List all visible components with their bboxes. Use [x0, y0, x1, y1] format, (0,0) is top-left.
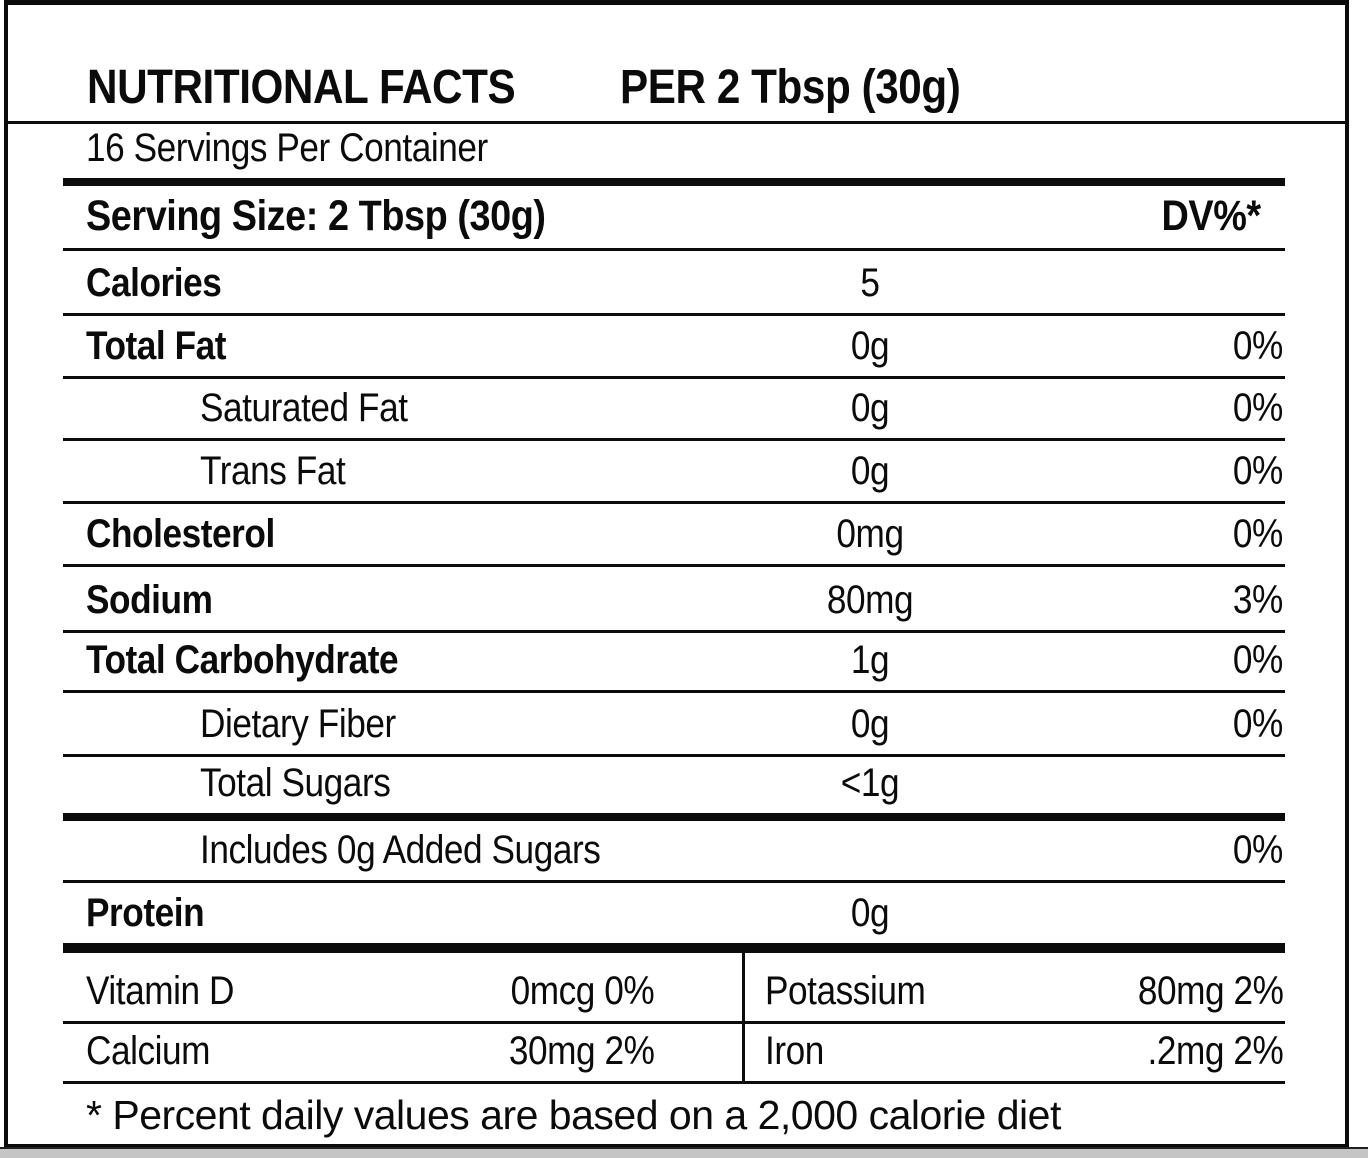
- nutrient-name: Total Carbohydrate: [86, 638, 399, 682]
- cell-iron: Iron .2mg 2%: [745, 1024, 1285, 1081]
- nutrient-amount: 5: [859, 261, 880, 305]
- micronutrient-amount: .2mg 2%: [1147, 1029, 1283, 1073]
- row-added-sugars: Includes 0g Added Sugars 0%: [63, 821, 1285, 883]
- nutrient-name: Cholesterol: [86, 512, 275, 556]
- row-calories: Calories 5: [63, 251, 1285, 316]
- micronutrient-name: Potassium: [765, 969, 926, 1013]
- nutrient-name: Total Fat: [86, 324, 227, 368]
- dv-footnote: * Percent daily values are based on a 2,…: [63, 1084, 1285, 1144]
- label-title: NUTRITIONAL FACTS: [87, 61, 516, 114]
- row-cholesterol: Cholesterol 0mg 0%: [63, 504, 1285, 567]
- row-total-fat: Total Fat 0g 0%: [63, 316, 1285, 379]
- nutrient-amount: 80mg: [826, 578, 913, 622]
- nutrient-dv: 3%: [1233, 578, 1283, 622]
- nutrient-name: Saturated Fat: [200, 386, 408, 430]
- nutrient-name: Includes 0g Added Sugars: [200, 828, 601, 872]
- nutrient-amount: 0mg: [835, 512, 904, 556]
- serving-basis: PER 2 Tbsp (30g): [619, 61, 961, 114]
- nutrient-amount: 0g: [850, 449, 889, 493]
- row-trans-fat: Trans Fat 0g 0%: [63, 441, 1285, 504]
- nutrient-name: Sodium: [86, 578, 213, 622]
- row-saturated-fat: Saturated Fat 0g 0%: [63, 379, 1285, 441]
- nutrient-dv: 0%: [1233, 324, 1283, 368]
- label-frame: NUTRITIONAL FACTS PER 2 Tbsp (30g) 16 Se…: [4, 0, 1349, 1148]
- servings-per-container-text: 16 Servings Per Container: [86, 126, 488, 170]
- dv-footnote-text: * Percent daily values are based on a 2,…: [86, 1092, 1061, 1138]
- micronutrient-amount: 80mg 2%: [1137, 969, 1283, 1013]
- nutrient-name: Trans Fat: [200, 449, 346, 493]
- micronutrient-row: Vitamin D 0mcg 0% Potassium 80mg 2%: [63, 953, 1285, 1024]
- row-total-carbohydrate: Total Carbohydrate 1g 0%: [63, 633, 1285, 693]
- row-total-sugars: Total Sugars <1g: [63, 757, 1285, 821]
- row-serving-size: Serving Size: 2 Tbsp (30g) DV%*: [63, 186, 1285, 251]
- nutrient-name: Calories: [86, 261, 222, 305]
- nutrient-amount: 0g: [850, 702, 889, 746]
- nutrient-amount: 1g: [850, 638, 889, 682]
- scan-edge-strip: [0, 1147, 1368, 1158]
- nutrient-dv: 0%: [1233, 828, 1283, 872]
- nutrient-dv: 0%: [1233, 386, 1283, 430]
- micronutrient-amount: 30mg 2%: [508, 1029, 654, 1073]
- nutrient-dv: 0%: [1233, 638, 1283, 682]
- nutrient-amount: <1g: [840, 761, 899, 805]
- nutrient-dv: 0%: [1233, 449, 1283, 493]
- row-sodium: Sodium 80mg 3%: [63, 567, 1285, 633]
- cell-vitamin-d: Vitamin D 0mcg 0%: [63, 953, 745, 1021]
- label-header: NUTRITIONAL FACTS PER 2 Tbsp (30g): [8, 5, 1345, 124]
- cell-potassium: Potassium 80mg 2%: [745, 953, 1285, 1021]
- nutrient-name: Dietary Fiber: [200, 702, 396, 746]
- row-protein: Protein 0g: [63, 883, 1285, 953]
- row-dietary-fiber: Dietary Fiber 0g 0%: [63, 693, 1285, 757]
- cell-calcium: Calcium 30mg 2%: [63, 1024, 745, 1081]
- nutrient-name: Total Sugars: [200, 761, 391, 805]
- micronutrient-name: Calcium: [86, 1029, 211, 1073]
- micronutrient-row: Calcium 30mg 2% Iron .2mg 2%: [63, 1024, 1285, 1084]
- nutrient-amount: 0g: [850, 324, 889, 368]
- row-servings-per-container: 16 Servings Per Container: [63, 124, 1285, 186]
- micronutrient-amount: 0mcg 0%: [510, 969, 654, 1013]
- dv-column-header: DV%*: [1161, 192, 1262, 240]
- nutrient-dv: 0%: [1233, 512, 1283, 556]
- label-body: 16 Servings Per Container Serving Size: …: [63, 124, 1285, 1144]
- nutrient-amount: 0g: [850, 891, 889, 935]
- micronutrient-name: Iron: [765, 1029, 824, 1073]
- nutrient-name: Protein: [86, 891, 205, 935]
- serving-size-text: Serving Size: 2 Tbsp (30g): [86, 192, 546, 240]
- micronutrient-name: Vitamin D: [86, 969, 234, 1013]
- nutrient-amount: 0g: [850, 386, 889, 430]
- nutrient-dv: 0%: [1233, 702, 1283, 746]
